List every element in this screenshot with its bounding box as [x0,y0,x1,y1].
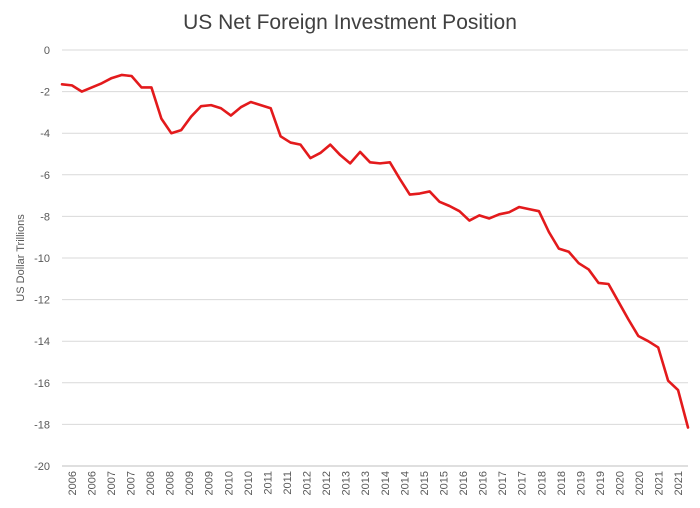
y-tick-label: -14 [34,336,50,348]
x-tick-label: 2017 [497,471,509,495]
x-tick-label: 2007 [106,471,118,495]
y-tick-labels: 0 -2 -4 -6 -8 -10 -12 -14 -16 -18 -20 [34,45,50,473]
x-tick-label: 2021 [654,471,666,495]
series-layer [60,73,690,429]
x-tick-label: 2011 [282,471,294,495]
y-tick-label: -12 [34,295,50,307]
chart-title: US Net Foreign Investment Position [183,11,517,34]
x-tick-label: 2016 [478,471,490,495]
x-tick-label: 2008 [165,471,177,495]
x-tick-label: 2013 [360,471,372,495]
y-tick-label: -16 [34,378,50,390]
x-tick-label: 2008 [145,471,157,495]
y-tick-label: -4 [40,128,50,140]
x-tick-label: 2013 [341,471,353,495]
x-tick-label: 2016 [458,471,470,495]
x-tick-label: 2009 [204,471,216,495]
x-tick-label: 2012 [302,471,314,495]
x-tick-label: 2021 [673,471,685,495]
x-tick-label: 2017 [517,471,529,495]
y-tick-label: 0 [44,45,50,57]
x-tick-label: 2006 [67,471,79,495]
x-tick-label: 2012 [321,471,333,495]
x-tick-label: 2007 [125,471,137,495]
x-tick-label: 2015 [438,471,450,495]
y-tick-label: -10 [34,253,50,265]
x-tick-label: 2018 [536,471,548,495]
y-tick-label: -18 [34,419,50,431]
x-tick-label: 2010 [243,471,255,495]
y-axis-label: US Dollar Trillions [15,214,27,302]
y-tick-label: -6 [40,170,50,182]
x-tick-labels: 2006 2006 2007 2007 2008 2008 2009 2009 2010 2010… [67,471,685,495]
x-tick-label: 2015 [419,471,431,495]
x-tick-label: 2011 [262,471,274,495]
y-tick-label: -8 [40,211,50,223]
x-tick-label: 2019 [595,471,607,495]
gridlines [62,49,688,467]
x-tick-label: 2014 [380,471,392,495]
x-tick-label: 2006 [86,471,98,495]
x-tick-label: 2010 [223,471,235,495]
y-tick-label: -2 [40,87,50,99]
x-tick-label: 2020 [634,471,646,495]
x-tick-label: 2018 [556,471,568,495]
x-tick-label: 2014 [399,471,411,495]
series-line-0 [60,73,690,429]
x-tick-label: 2009 [184,471,196,495]
x-tick-label: 2019 [575,471,587,495]
x-tick-label: 2020 [615,471,627,495]
y-tick-label: -20 [34,461,50,473]
